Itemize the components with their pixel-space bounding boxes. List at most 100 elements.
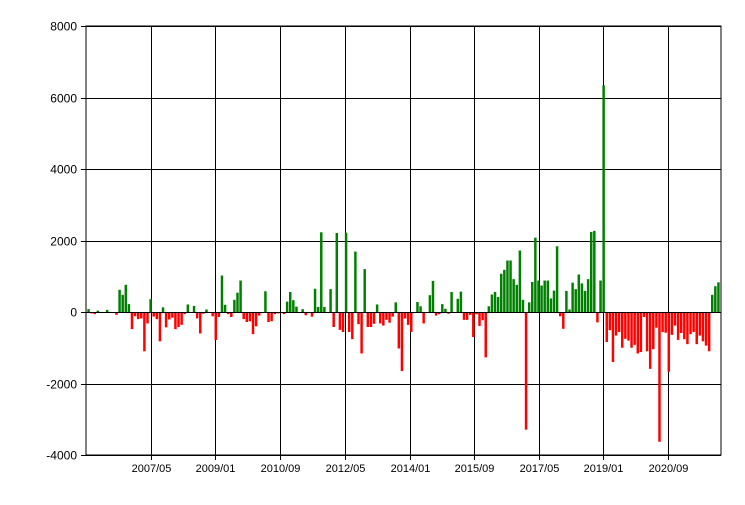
- bar: [521, 299, 525, 312]
- y-axis-labels: 8000 6000 4000 2000 0 -2000 -4000: [46, 20, 77, 463]
- bar: [341, 312, 345, 333]
- y-tick-label: 4000: [50, 163, 77, 177]
- bar: [171, 312, 174, 318]
- bar: [642, 312, 646, 317]
- bar: [273, 312, 276, 315]
- bar: [226, 312, 230, 315]
- bar: [403, 312, 407, 319]
- bar: [555, 246, 559, 312]
- bar: [496, 296, 500, 312]
- y-tick-label: 0: [70, 306, 77, 320]
- bar: [351, 312, 354, 340]
- bar: [217, 312, 221, 317]
- bar: [223, 304, 227, 312]
- bar: [394, 302, 397, 312]
- bar: [484, 312, 487, 358]
- bar: [416, 301, 419, 312]
- bar: [630, 312, 633, 348]
- x-tick-label: 2017/05: [520, 463, 560, 475]
- bar: [285, 301, 289, 312]
- bar: [512, 279, 515, 312]
- bar: [714, 286, 717, 312]
- bar: [465, 312, 469, 320]
- bar: [174, 312, 177, 330]
- x-tick-label: 2019/01: [584, 463, 624, 475]
- bar: [534, 237, 537, 312]
- bar: [698, 312, 702, 336]
- bar: [295, 306, 298, 312]
- bar: [589, 231, 593, 312]
- bar: [360, 312, 363, 354]
- bar: [475, 312, 478, 315]
- bar: [140, 312, 143, 319]
- bar: [462, 312, 466, 320]
- bar: [621, 312, 624, 348]
- bar: [149, 299, 152, 312]
- x-tick-label: 2009/01: [196, 463, 236, 475]
- bar: [257, 312, 261, 316]
- bar: [87, 309, 90, 312]
- bar: [503, 269, 506, 312]
- bar: [624, 312, 627, 339]
- bar: [220, 275, 224, 312]
- bar: [366, 312, 370, 328]
- bar: [450, 291, 453, 312]
- grid-layer: [81, 25, 722, 460]
- bar: [382, 312, 385, 326]
- bar: [444, 308, 447, 312]
- bar: [282, 312, 286, 315]
- bar: [329, 289, 332, 312]
- bar: [441, 304, 444, 312]
- bar: [115, 312, 118, 315]
- bar: [320, 232, 323, 312]
- bar: [478, 312, 481, 326]
- bar: [487, 306, 491, 312]
- bar: [267, 312, 270, 323]
- bar: [531, 281, 534, 312]
- bar: [667, 312, 671, 372]
- bar: [490, 294, 494, 312]
- bar: [676, 312, 680, 340]
- bar: [375, 304, 379, 312]
- bar: [546, 280, 550, 312]
- bar: [316, 307, 320, 312]
- bar: [679, 312, 683, 334]
- bar: [236, 292, 239, 312]
- bar: [431, 280, 435, 312]
- bar: [180, 312, 183, 325]
- bar: [304, 312, 307, 316]
- bar: [586, 279, 590, 312]
- bar: [456, 298, 460, 312]
- bar: [270, 312, 273, 322]
- bar: [301, 309, 304, 312]
- bar: [230, 312, 233, 317]
- bar: [568, 309, 571, 312]
- bar: [211, 312, 214, 317]
- bar: [515, 284, 518, 312]
- bar: [459, 291, 463, 312]
- bar: [357, 312, 360, 325]
- bar: [633, 312, 636, 345]
- bar: [506, 260, 509, 312]
- bar: [397, 312, 401, 349]
- bar: [363, 269, 366, 312]
- bar: [347, 312, 351, 333]
- bar: [292, 300, 295, 312]
- bar: [493, 291, 497, 312]
- bar: [673, 312, 677, 326]
- bar: [136, 312, 140, 320]
- bar: [614, 312, 618, 336]
- bar: [549, 298, 553, 312]
- bar: [611, 312, 615, 363]
- bar: [605, 312, 608, 343]
- bar: [248, 312, 252, 322]
- bar: [593, 230, 596, 312]
- bar: [183, 312, 186, 315]
- bar: [152, 312, 155, 317]
- x-tick-label: 2014/01: [391, 463, 431, 475]
- bar: [664, 312, 667, 333]
- bar: [205, 309, 208, 312]
- bar: [565, 290, 568, 312]
- bar: [369, 312, 373, 328]
